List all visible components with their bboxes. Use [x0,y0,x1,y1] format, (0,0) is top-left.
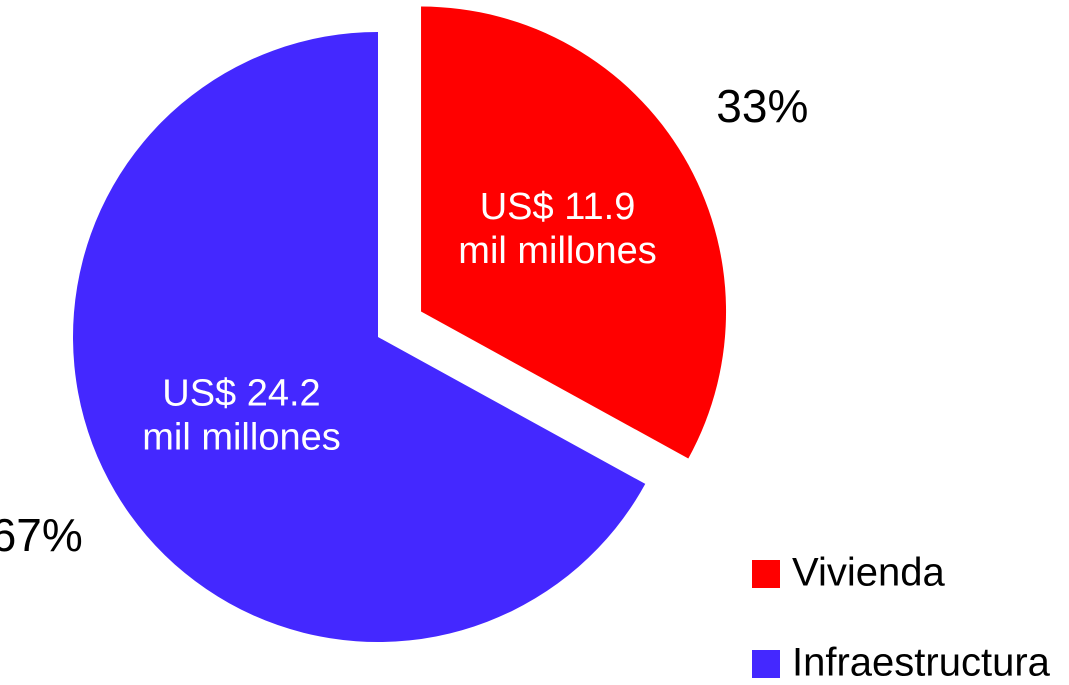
percent-label: 67% [0,509,83,561]
pie-slice [73,31,646,642]
amount-label-line: US$ 11.9 [480,186,636,228]
percent-label: 33% [716,80,808,132]
legend-label: Vivienda [792,551,945,595]
amount-label: US$ 11.9 mil millones [458,186,656,272]
amount-label-line: US$ 24.2 [162,373,320,415]
amount-label: US$ 24.2 mil millones [142,373,340,459]
amount-label-line: mil millones [142,417,340,459]
legend-label: Infraestructura [792,641,1051,685]
legend-swatch [752,650,780,678]
legend-swatch [752,560,780,588]
amount-label-line: mil millones [458,230,656,272]
pie-slice [421,6,727,459]
